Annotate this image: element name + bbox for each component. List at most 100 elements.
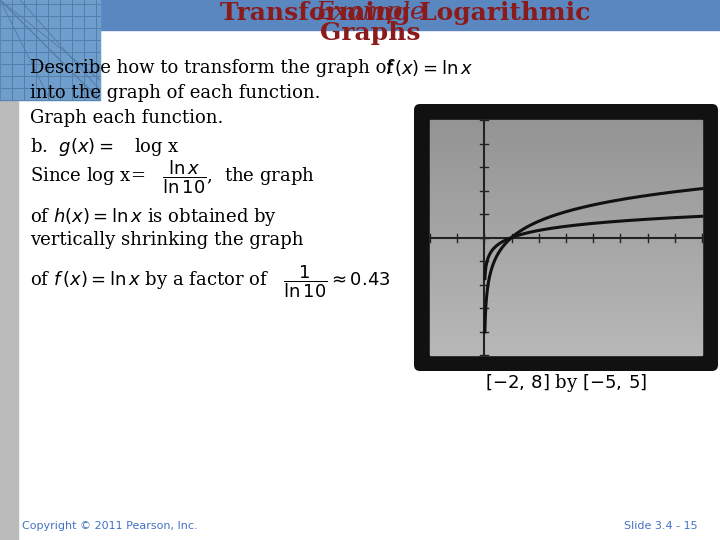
Bar — [430, 319, 702, 320]
Bar — [430, 235, 702, 236]
Bar — [430, 170, 702, 171]
Bar — [430, 299, 702, 300]
Bar — [430, 313, 702, 314]
Text: Example: Example — [315, 2, 425, 24]
Bar — [430, 120, 702, 121]
Bar — [430, 315, 702, 316]
Text: Describe how to transform the graph of: Describe how to transform the graph of — [30, 59, 393, 77]
Bar — [430, 354, 702, 355]
Bar — [430, 154, 702, 155]
Bar — [430, 147, 702, 148]
Bar — [430, 324, 702, 325]
Bar — [430, 233, 702, 234]
Bar — [430, 184, 702, 185]
Bar — [430, 127, 702, 128]
Bar — [430, 274, 702, 275]
Bar — [430, 266, 702, 267]
Bar — [430, 189, 702, 190]
Bar — [430, 136, 702, 137]
Bar — [430, 196, 702, 197]
Bar — [430, 295, 702, 296]
Bar — [430, 183, 702, 184]
Bar — [430, 334, 702, 335]
Bar — [430, 240, 702, 241]
Bar — [430, 328, 702, 329]
Text: vertically shrinking the graph: vertically shrinking the graph — [30, 231, 304, 249]
Bar — [430, 130, 702, 131]
Bar — [430, 243, 702, 244]
Bar — [430, 257, 702, 258]
Bar — [430, 134, 702, 135]
Bar — [430, 329, 702, 330]
Bar — [430, 165, 702, 166]
Bar — [430, 275, 702, 276]
Bar — [430, 221, 702, 222]
Bar — [430, 336, 702, 337]
Bar — [430, 209, 702, 210]
Bar — [430, 241, 702, 242]
Bar — [0, 0, 100, 100]
Bar — [430, 262, 702, 263]
Bar — [430, 128, 702, 129]
Text: Graphs: Graphs — [320, 21, 420, 45]
Text: of $h(x)=\ln x$ is obtained by: of $h(x)=\ln x$ is obtained by — [30, 206, 277, 228]
Bar — [430, 322, 702, 323]
Bar — [430, 317, 702, 318]
Bar — [430, 284, 702, 285]
Bar — [430, 287, 702, 288]
Bar — [430, 232, 702, 233]
Bar — [430, 143, 702, 144]
Bar — [430, 139, 702, 140]
Bar — [430, 229, 702, 230]
Bar — [430, 179, 702, 180]
Text: Copyright © 2011 Pearson, Inc.: Copyright © 2011 Pearson, Inc. — [22, 521, 197, 531]
Bar — [430, 197, 702, 198]
Text: of $f\,(x)=\ln x$ by a factor of   $\dfrac{1}{\ln 10}\approx 0.43$: of $f\,(x)=\ln x$ by a factor of $\dfrac… — [30, 264, 390, 300]
Bar — [430, 238, 702, 239]
Bar — [430, 308, 702, 309]
Bar — [430, 174, 702, 175]
Bar — [430, 351, 702, 352]
Bar — [430, 279, 702, 280]
Bar — [430, 276, 702, 277]
Bar — [430, 178, 702, 179]
Bar — [430, 333, 702, 334]
Bar — [430, 175, 702, 176]
Bar — [430, 216, 702, 217]
Bar — [430, 293, 702, 294]
Bar — [430, 296, 702, 297]
Bar — [430, 311, 702, 312]
Text: Graph each function.: Graph each function. — [30, 109, 223, 127]
Bar — [430, 320, 702, 321]
Bar — [430, 321, 702, 322]
Bar — [430, 140, 702, 141]
Bar — [430, 341, 702, 342]
Bar — [430, 265, 702, 266]
Bar — [430, 131, 702, 132]
Bar — [430, 137, 702, 138]
Bar — [430, 122, 702, 123]
Bar — [430, 286, 702, 287]
Bar — [430, 254, 702, 255]
Text: $[-2,\,8]$ by $[-5,\,5]$: $[-2,\,8]$ by $[-5,\,5]$ — [485, 372, 647, 394]
Bar — [430, 263, 702, 264]
Bar — [430, 239, 702, 240]
Bar — [430, 141, 702, 142]
Bar — [430, 303, 702, 304]
Bar — [430, 176, 702, 177]
Bar — [430, 277, 702, 278]
Bar — [430, 173, 702, 174]
Bar — [430, 177, 702, 178]
Bar — [430, 180, 702, 181]
Bar — [430, 217, 702, 218]
Bar — [430, 187, 702, 188]
Bar — [430, 290, 702, 291]
Bar — [430, 163, 702, 164]
Bar — [430, 211, 702, 212]
Bar — [430, 144, 702, 145]
Bar — [430, 291, 702, 292]
Bar — [430, 318, 702, 319]
Bar — [430, 278, 702, 279]
Bar — [430, 185, 702, 186]
Bar — [430, 161, 702, 162]
